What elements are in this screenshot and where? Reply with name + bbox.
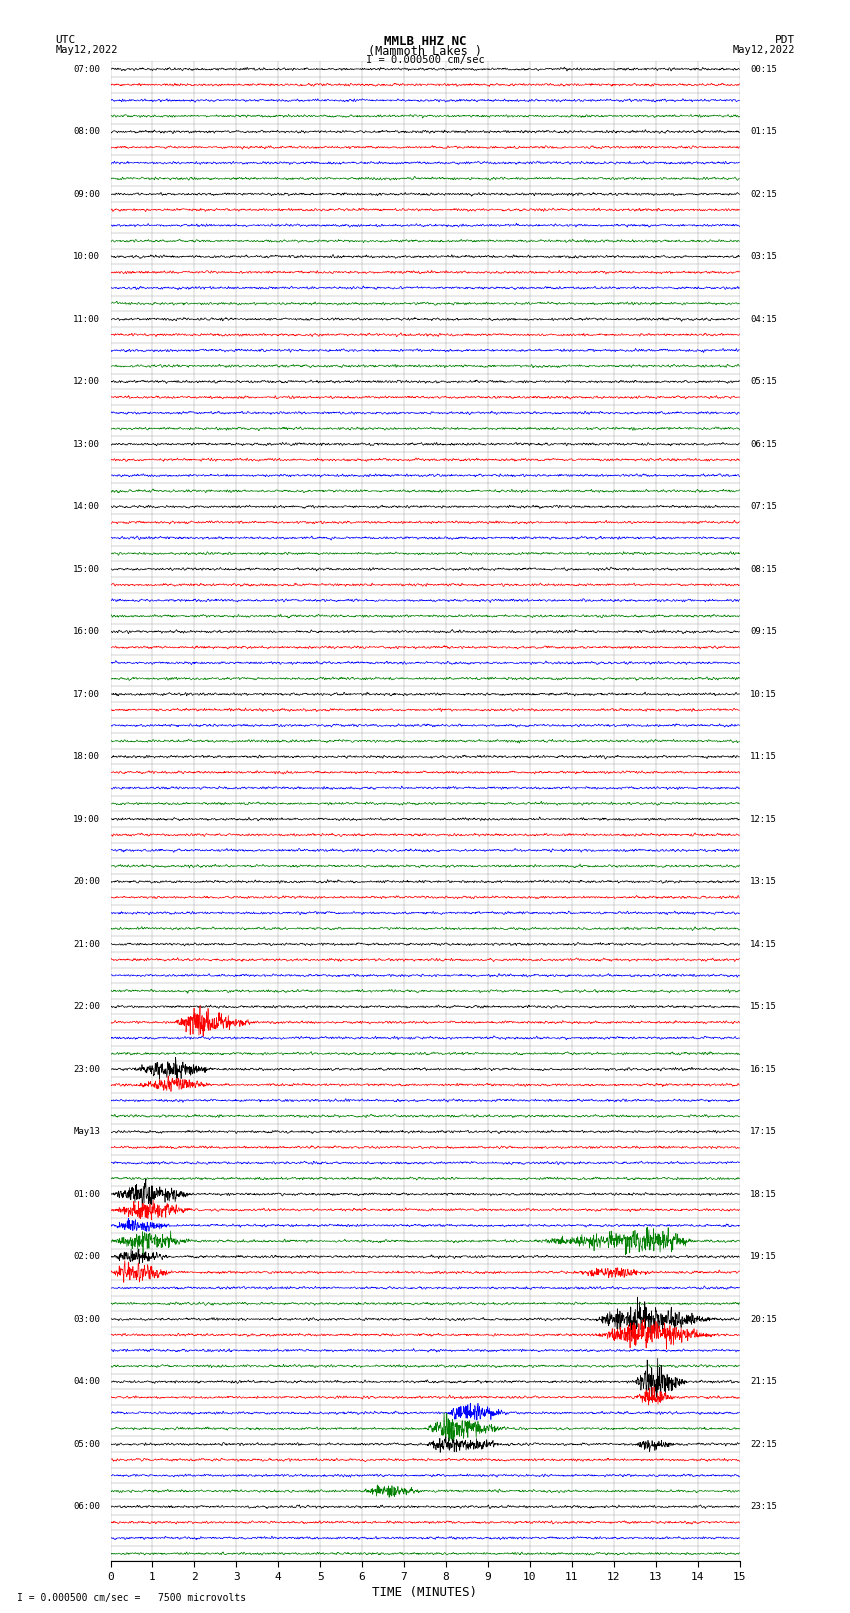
Text: 00:15: 00:15: [750, 65, 777, 74]
Text: 15:15: 15:15: [750, 1002, 777, 1011]
Text: 02:00: 02:00: [73, 1252, 100, 1261]
Text: May13: May13: [73, 1127, 100, 1136]
Text: 10:00: 10:00: [73, 252, 100, 261]
Text: 09:15: 09:15: [750, 627, 777, 636]
Text: 21:15: 21:15: [750, 1378, 777, 1386]
Text: I = 0.000500 cm/sec =   7500 microvolts: I = 0.000500 cm/sec = 7500 microvolts: [17, 1594, 246, 1603]
Text: 13:15: 13:15: [750, 877, 777, 886]
Text: 02:15: 02:15: [750, 190, 777, 198]
Text: 03:00: 03:00: [73, 1315, 100, 1324]
Text: MMLB HHZ NC: MMLB HHZ NC: [383, 35, 467, 48]
Text: 12:00: 12:00: [73, 377, 100, 386]
Text: 18:00: 18:00: [73, 752, 100, 761]
Text: 23:00: 23:00: [73, 1065, 100, 1074]
Text: 17:15: 17:15: [750, 1127, 777, 1136]
Text: UTC: UTC: [55, 35, 76, 45]
Text: 01:15: 01:15: [750, 127, 777, 135]
Text: 15:00: 15:00: [73, 565, 100, 574]
Text: 18:15: 18:15: [750, 1190, 777, 1198]
Text: 05:00: 05:00: [73, 1440, 100, 1448]
Text: 20:15: 20:15: [750, 1315, 777, 1324]
Text: 14:00: 14:00: [73, 502, 100, 511]
Text: 06:15: 06:15: [750, 440, 777, 448]
Text: (Mammoth Lakes ): (Mammoth Lakes ): [368, 45, 482, 58]
X-axis label: TIME (MINUTES): TIME (MINUTES): [372, 1586, 478, 1598]
Text: 09:00: 09:00: [73, 190, 100, 198]
Text: 04:15: 04:15: [750, 315, 777, 324]
Text: 04:00: 04:00: [73, 1378, 100, 1386]
Text: 11:15: 11:15: [750, 752, 777, 761]
Text: I = 0.000500 cm/sec: I = 0.000500 cm/sec: [366, 55, 484, 65]
Text: 01:00: 01:00: [73, 1190, 100, 1198]
Text: 10:15: 10:15: [750, 690, 777, 698]
Text: May12,2022: May12,2022: [55, 45, 118, 55]
Text: 19:15: 19:15: [750, 1252, 777, 1261]
Text: 06:00: 06:00: [73, 1502, 100, 1511]
Text: 16:00: 16:00: [73, 627, 100, 636]
Text: 14:15: 14:15: [750, 940, 777, 948]
Text: 22:00: 22:00: [73, 1002, 100, 1011]
Text: 07:00: 07:00: [73, 65, 100, 74]
Text: 13:00: 13:00: [73, 440, 100, 448]
Text: 08:15: 08:15: [750, 565, 777, 574]
Text: 16:15: 16:15: [750, 1065, 777, 1074]
Text: 11:00: 11:00: [73, 315, 100, 324]
Text: 12:15: 12:15: [750, 815, 777, 824]
Text: PDT: PDT: [774, 35, 795, 45]
Text: 23:15: 23:15: [750, 1502, 777, 1511]
Text: May12,2022: May12,2022: [732, 45, 795, 55]
Text: 22:15: 22:15: [750, 1440, 777, 1448]
Text: 20:00: 20:00: [73, 877, 100, 886]
Text: 08:00: 08:00: [73, 127, 100, 135]
Text: 19:00: 19:00: [73, 815, 100, 824]
Text: 03:15: 03:15: [750, 252, 777, 261]
Text: 17:00: 17:00: [73, 690, 100, 698]
Text: 07:15: 07:15: [750, 502, 777, 511]
Text: 05:15: 05:15: [750, 377, 777, 386]
Text: 21:00: 21:00: [73, 940, 100, 948]
